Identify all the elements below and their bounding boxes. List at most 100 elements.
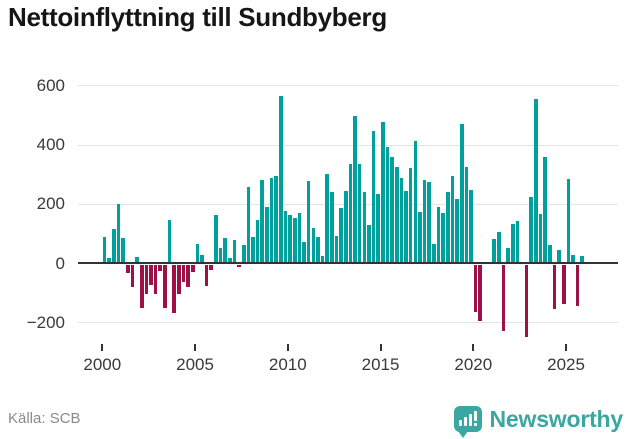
bar <box>492 239 496 262</box>
bar <box>320 256 325 262</box>
x-axis-tick <box>194 344 197 351</box>
bar <box>580 256 585 262</box>
zero-axis-line <box>78 261 618 265</box>
x-axis-tick-label: 2015 <box>361 355 400 374</box>
bar <box>292 218 297 262</box>
bar <box>348 164 353 262</box>
bar <box>218 248 223 262</box>
bar <box>302 241 306 262</box>
bar <box>450 175 455 262</box>
gridline <box>78 85 618 87</box>
bar <box>552 264 557 309</box>
bar <box>571 255 575 262</box>
bar <box>186 264 190 287</box>
bar <box>464 166 469 262</box>
bar <box>135 256 139 262</box>
x-axis-tick-label: 2000 <box>83 355 122 374</box>
bar <box>422 180 427 262</box>
bar <box>353 115 357 262</box>
bar <box>274 176 278 262</box>
bar <box>116 203 121 262</box>
bar <box>190 264 195 272</box>
bar <box>279 95 283 262</box>
bar <box>413 140 418 262</box>
bar <box>306 181 311 262</box>
bar <box>436 206 441 262</box>
bar <box>107 257 112 262</box>
x-axis-tick-label: 2020 <box>454 355 493 374</box>
bar <box>404 191 408 262</box>
bar <box>251 236 255 262</box>
bar <box>246 187 251 262</box>
bar <box>343 191 348 262</box>
bar <box>441 213 445 262</box>
bar <box>432 243 436 262</box>
bar <box>112 229 116 262</box>
gridline <box>78 203 618 205</box>
x-axis-tick-label: 2005 <box>176 355 214 374</box>
bar <box>172 264 176 314</box>
bar <box>497 232 501 262</box>
bar <box>427 182 432 262</box>
bar <box>566 178 571 262</box>
newsworthy-logo-icon <box>453 406 482 438</box>
bar <box>130 264 135 288</box>
bar <box>575 264 580 306</box>
bar <box>223 237 227 262</box>
bar <box>195 243 200 262</box>
bar <box>204 264 209 287</box>
bar <box>316 237 320 262</box>
bar <box>381 122 385 262</box>
bar <box>181 264 186 283</box>
bar <box>283 211 288 262</box>
x-axis-tick-label: 2010 <box>268 355 307 374</box>
bar <box>102 236 107 262</box>
y-axis-tick-label: 400 <box>36 135 65 154</box>
newsworthy-wordmark: Newsworthy <box>489 405 624 432</box>
bar <box>311 228 316 262</box>
x-axis-tick <box>472 344 475 351</box>
bar <box>473 264 478 312</box>
bar <box>241 244 246 262</box>
bar <box>501 264 506 331</box>
bar <box>529 196 534 262</box>
bar <box>149 264 153 286</box>
bar <box>255 219 260 262</box>
gridline <box>78 144 618 146</box>
bar <box>158 264 163 272</box>
bar <box>144 264 149 294</box>
bar <box>200 254 204 262</box>
y-axis-tick-label: 600 <box>36 75 65 95</box>
bar <box>534 98 538 262</box>
bar <box>371 131 376 262</box>
bar <box>153 264 158 295</box>
bar <box>538 214 543 262</box>
bar <box>334 235 339 262</box>
bar <box>506 247 510 262</box>
bar <box>126 264 130 274</box>
bar <box>357 164 362 262</box>
bar <box>390 156 394 262</box>
y-axis-tick-label: 0 <box>55 253 65 273</box>
bar <box>367 225 371 262</box>
bar <box>418 211 422 262</box>
bar <box>177 264 181 295</box>
x-axis-tick <box>379 344 382 351</box>
bar <box>232 240 237 262</box>
bar <box>339 207 343 262</box>
newsworthy-logo[interactable]: Newsworthy <box>453 401 624 438</box>
bar <box>455 198 459 262</box>
bar <box>524 264 529 337</box>
bar <box>260 180 265 262</box>
y-axis-tick-label: 200 <box>36 194 65 214</box>
bar <box>325 173 329 262</box>
chart-title: Nettoinflyttning till Sundbyberg <box>8 2 387 32</box>
bar <box>445 192 450 262</box>
x-axis-tick <box>101 344 104 351</box>
gridline <box>78 322 618 324</box>
x-axis-tick <box>565 344 568 351</box>
bar <box>121 238 125 262</box>
bar <box>209 264 214 271</box>
bar <box>408 168 413 262</box>
y-axis-tick-label: −200 <box>26 312 65 332</box>
